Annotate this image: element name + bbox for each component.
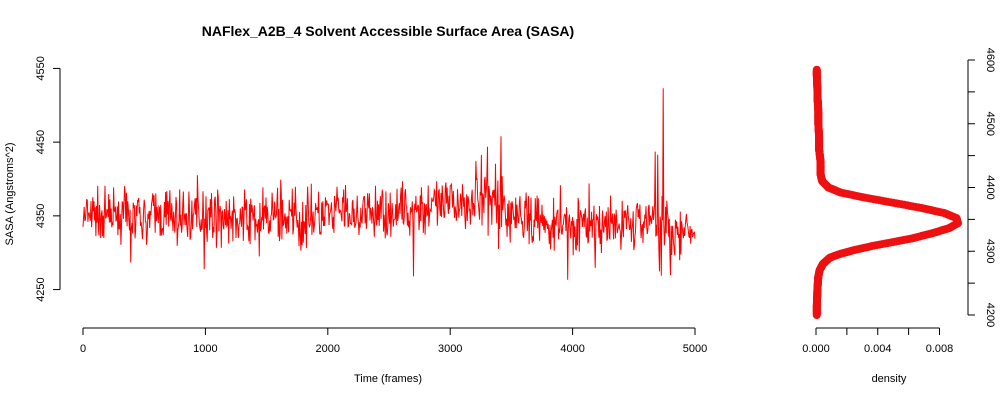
time-x-axis: 0 1000 2000 3000 4000 5000: [80, 327, 707, 355]
density-sasa-axis-tick-label: 4300: [984, 239, 996, 263]
sasa-density-plot: 0.000 0.004 0.008 4200 4300 4400 4500 4600 den…: [802, 48, 996, 385]
sasa-axis-tick-label: 4450: [35, 130, 47, 154]
density-y-axis: 4200 4300 4400 4500 4600: [967, 48, 996, 327]
sasa-y-axis-label: SASA (Angstroms^2): [4, 143, 16, 246]
sasa-series-line: [82, 88, 696, 280]
sasa-timeseries-plot: 4250 4350 4450 4550 0 1000 2000 3000 4000 5000 T…: [4, 56, 707, 385]
density-curve-points: [812, 65, 962, 319]
time-axis-tick-label: 5000: [683, 343, 707, 355]
density-sasa-axis-tick-label: 4400: [984, 175, 996, 199]
density-sasa-axis-tick-label: 4600: [984, 48, 996, 72]
sasa-axis-tick-label: 4250: [35, 277, 47, 301]
time-axis-tick-label: 4000: [560, 343, 584, 355]
time-axis-tick-label: 2000: [316, 343, 340, 355]
density-axis-tick-label: 0.000: [802, 343, 830, 355]
chart-title: NAFlex_A2B_4 Solvent Accessible Surface …: [202, 23, 574, 39]
density-sasa-axis-tick-label: 4200: [984, 303, 996, 327]
density-axis-tick-label: 0.004: [864, 343, 892, 355]
time-axis-tick-label: 0: [80, 343, 86, 355]
sasa-axis-tick-label: 4550: [35, 56, 47, 80]
sasa-y-axis: 4250 4350 4450 4550: [35, 56, 61, 302]
density-x-axis: 0.000 0.004 0.008: [802, 327, 954, 355]
time-x-axis-label: Time (frames): [354, 373, 422, 385]
density-point: [812, 65, 821, 74]
density-sasa-axis-tick-label: 4500: [984, 112, 996, 136]
density-x-axis-label: density: [872, 373, 907, 385]
sasa-axis-tick-label: 4350: [35, 204, 47, 228]
time-axis-tick-label: 1000: [193, 343, 217, 355]
time-axis-tick-label: 3000: [438, 343, 462, 355]
density-axis-tick-label: 0.008: [926, 343, 954, 355]
